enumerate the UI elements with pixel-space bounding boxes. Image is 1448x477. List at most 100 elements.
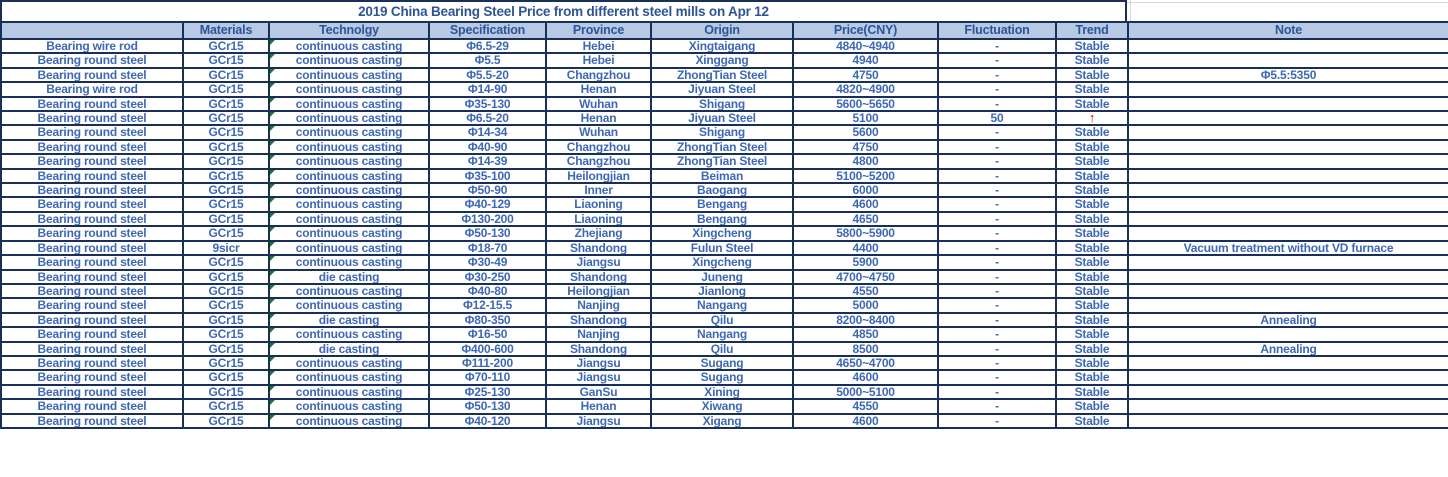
cell-fluctuation[interactable]: - xyxy=(937,311,1057,329)
cell-technology[interactable]: continuous casting xyxy=(268,369,430,386)
cell-note[interactable] xyxy=(1127,196,1448,213)
cell-price[interactable]: 8500 xyxy=(792,340,939,357)
cell-name[interactable]: Bearing round steel xyxy=(0,254,184,271)
cell-note[interactable] xyxy=(1127,282,1448,300)
cell-fluctuation[interactable]: - xyxy=(937,297,1057,314)
cell-technology[interactable]: continuous casting xyxy=(268,282,430,300)
cell-price[interactable]: 4850 xyxy=(792,326,939,343)
cell-trend[interactable]: Stable xyxy=(1055,340,1129,357)
cell-materials[interactable]: GCr15 xyxy=(182,66,270,84)
cell-origin[interactable]: Juneng xyxy=(650,268,794,285)
cell-note[interactable] xyxy=(1127,297,1448,314)
cell-price[interactable]: 4800 xyxy=(792,153,939,170)
cell-materials[interactable]: GCr15 xyxy=(182,282,270,300)
cell-materials[interactable]: GCr15 xyxy=(182,167,270,185)
cell-note[interactable] xyxy=(1127,182,1448,199)
cell-technology[interactable]: continuous casting xyxy=(268,66,430,84)
cell-materials[interactable]: GCr15 xyxy=(182,383,270,401)
cell-trend[interactable]: Stable xyxy=(1055,369,1129,386)
cell-fluctuation[interactable]: - xyxy=(937,398,1057,415)
cell-note[interactable] xyxy=(1127,268,1448,285)
cell-price[interactable]: 5000~5100 xyxy=(792,383,939,401)
cell-specification[interactable]: Φ16-50 xyxy=(428,326,547,343)
cell-fluctuation[interactable]: - xyxy=(937,52,1057,69)
cell-materials[interactable]: GCr15 xyxy=(182,369,270,386)
cell-fluctuation[interactable]: - xyxy=(937,81,1057,98)
cell-name[interactable]: Bearing round steel xyxy=(0,326,184,343)
cell-specification[interactable]: Φ35-100 xyxy=(428,167,547,185)
cell-technology[interactable]: continuous casting xyxy=(268,297,430,314)
cell-technology[interactable]: continuous casting xyxy=(268,153,430,170)
cell-name[interactable]: Bearing round steel xyxy=(0,182,184,199)
cell-fluctuation[interactable]: - xyxy=(937,196,1057,213)
cell-materials[interactable]: GCr15 xyxy=(182,210,270,228)
cell-fluctuation[interactable]: - xyxy=(937,225,1057,242)
cell-technology[interactable]: continuous casting xyxy=(268,398,430,415)
cell-name[interactable]: Bearing round steel xyxy=(0,282,184,300)
cell-specification[interactable]: Φ6.5-29 xyxy=(428,37,547,55)
cell-note[interactable] xyxy=(1127,254,1448,271)
cell-trend[interactable]: Stable xyxy=(1055,138,1129,156)
cell-note[interactable] xyxy=(1127,369,1448,386)
cell-note[interactable] xyxy=(1127,225,1448,242)
cell-trend[interactable]: Stable xyxy=(1055,124,1129,141)
cell-specification[interactable]: Φ50-130 xyxy=(428,398,547,415)
cell-technology[interactable]: continuous casting xyxy=(268,412,430,429)
cell-origin[interactable]: Jiyuan Steel xyxy=(650,110,794,127)
cell-province[interactable]: Hebei xyxy=(545,37,652,55)
cell-materials[interactable]: GCr15 xyxy=(182,412,270,429)
cell-fluctuation[interactable]: - xyxy=(937,95,1057,113)
cell-name[interactable]: Bearing round steel xyxy=(0,398,184,415)
cell-note[interactable] xyxy=(1127,398,1448,415)
cell-province[interactable]: Wuhan xyxy=(545,124,652,141)
cell-technology[interactable]: continuous casting xyxy=(268,326,430,343)
cell-name[interactable]: Bearing round steel xyxy=(0,52,184,69)
cell-province[interactable]: Shandong xyxy=(545,311,652,329)
cell-origin[interactable]: Fulun Steel xyxy=(650,239,794,257)
cell-note[interactable] xyxy=(1127,354,1448,372)
cell-trend[interactable]: Stable xyxy=(1055,153,1129,170)
cell-note[interactable] xyxy=(1127,138,1448,156)
cell-price[interactable]: 4600 xyxy=(792,412,939,429)
cell-price[interactable]: 4840~4940 xyxy=(792,37,939,55)
cell-province[interactable]: Jiangsu xyxy=(545,254,652,271)
cell-price[interactable]: 4820~4900 xyxy=(792,81,939,98)
cell-materials[interactable]: GCr15 xyxy=(182,124,270,141)
cell-trend[interactable]: Stable xyxy=(1055,311,1129,329)
cell-technology[interactable]: continuous casting xyxy=(268,182,430,199)
cell-name[interactable]: Bearing round steel xyxy=(0,95,184,113)
cell-note[interactable] xyxy=(1127,110,1448,127)
cell-name[interactable]: Bearing round steel xyxy=(0,340,184,357)
cell-name[interactable]: Bearing round steel xyxy=(0,196,184,213)
cell-technology[interactable]: die casting xyxy=(268,340,430,357)
cell-materials[interactable]: GCr15 xyxy=(182,398,270,415)
cell-origin[interactable]: Xingcheng xyxy=(650,254,794,271)
cell-province[interactable]: Wuhan xyxy=(545,95,652,113)
cell-name[interactable]: Bearing round steel xyxy=(0,124,184,141)
cell-note[interactable] xyxy=(1127,326,1448,343)
cell-trend[interactable]: Stable xyxy=(1055,383,1129,401)
cell-origin[interactable]: ZhongTian Steel xyxy=(650,153,794,170)
cell-name[interactable]: Bearing round steel xyxy=(0,354,184,372)
cell-province[interactable]: Zhejiang xyxy=(545,225,652,242)
cell-price[interactable]: 5000 xyxy=(792,297,939,314)
cell-province[interactable]: Heilongjian xyxy=(545,282,652,300)
cell-materials[interactable]: GCr15 xyxy=(182,153,270,170)
cell-fluctuation[interactable]: - xyxy=(937,182,1057,199)
cell-trend[interactable]: Stable xyxy=(1055,326,1129,343)
cell-specification[interactable]: Φ40-90 xyxy=(428,138,547,156)
cell-specification[interactable]: Φ40-120 xyxy=(428,412,547,429)
cell-province[interactable]: GanSu xyxy=(545,383,652,401)
cell-province[interactable]: Jiangsu xyxy=(545,369,652,386)
cell-materials[interactable]: GCr15 xyxy=(182,37,270,55)
cell-origin[interactable]: Xigang xyxy=(650,412,794,429)
cell-name[interactable]: Bearing round steel xyxy=(0,369,184,386)
cell-price[interactable]: 5100 xyxy=(792,110,939,127)
cell-specification[interactable]: Φ5.5-20 xyxy=(428,66,547,84)
cell-origin[interactable]: Beiman xyxy=(650,167,794,185)
cell-trend[interactable]: Stable xyxy=(1055,412,1129,429)
cell-province[interactable]: Henan xyxy=(545,81,652,98)
cell-trend[interactable]: Stable xyxy=(1055,282,1129,300)
cell-specification[interactable]: Φ130-200 xyxy=(428,210,547,228)
cell-fluctuation[interactable]: - xyxy=(937,340,1057,357)
